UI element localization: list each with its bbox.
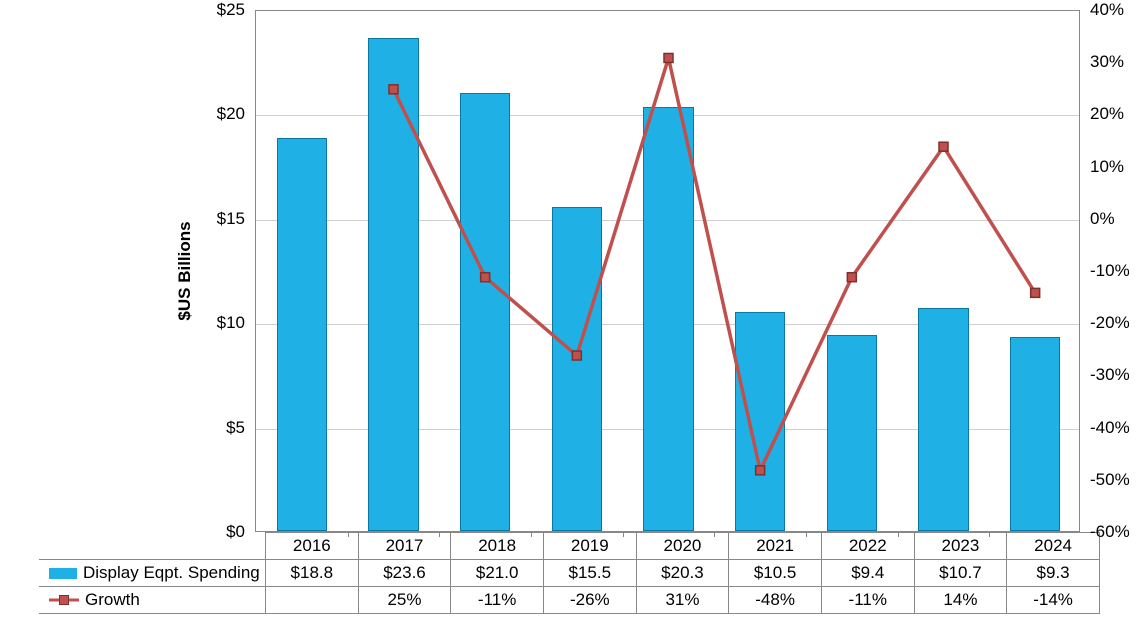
line-value-cell: 31%	[636, 587, 729, 614]
bar-value-cell: $9.3	[1007, 560, 1100, 587]
y-left-tick-label: $20	[217, 104, 245, 124]
bar-value-cell: $15.5	[543, 560, 636, 587]
legend-line-label: Growth	[85, 590, 140, 609]
line-value-cell: -48%	[729, 587, 822, 614]
line-value-cell: -11%	[451, 587, 544, 614]
category-label: 2016	[266, 533, 359, 560]
y-right-tick-label: 10%	[1090, 157, 1124, 177]
line-value-cell: -11%	[821, 587, 914, 614]
y-left-tick-label: $15	[217, 209, 245, 229]
y-left-tick-label: $5	[226, 418, 245, 438]
line-marker	[756, 466, 765, 475]
legend-line-swatch	[49, 594, 79, 606]
growth-line	[256, 11, 1081, 533]
line-value-cell: -14%	[1007, 587, 1100, 614]
line-marker	[939, 142, 948, 151]
category-label: 2021	[729, 533, 822, 560]
bar-value-cell: $21.0	[451, 560, 544, 587]
y-right-tick-label: 40%	[1090, 0, 1124, 20]
y-left-tick-label: $25	[217, 0, 245, 20]
y-right-tick-label: -60%	[1090, 522, 1130, 542]
bar-value-cell: $9.4	[821, 560, 914, 587]
legend-line-header: Growth	[39, 587, 266, 614]
y-right-tick-label: -50%	[1090, 470, 1130, 490]
y-left-tick-label: $0	[226, 522, 245, 542]
line-marker	[572, 351, 581, 360]
line-marker	[847, 273, 856, 282]
y-right-tick-label: -30%	[1090, 365, 1130, 385]
category-label: 2018	[451, 533, 544, 560]
plot-area	[255, 10, 1080, 532]
y-right-tick-label: 0%	[1090, 209, 1115, 229]
line-marker	[481, 273, 490, 282]
category-label: 2022	[821, 533, 914, 560]
bar-value-cell: $18.8	[266, 560, 359, 587]
line-marker	[1031, 288, 1040, 297]
line-marker	[664, 53, 673, 62]
y-left-tick-label: $10	[217, 313, 245, 333]
y-right-tick-label: -20%	[1090, 313, 1130, 333]
y-right-tick-label: -40%	[1090, 418, 1130, 438]
line-value-cell: -26%	[543, 587, 636, 614]
data-table: 201620172018201920202021202220232024Disp…	[39, 532, 1100, 614]
bar-value-cell: $10.7	[914, 560, 1007, 587]
bar-value-cell: $20.3	[636, 560, 729, 587]
y-right-tick-label: 30%	[1090, 52, 1124, 72]
bar-value-cell: $10.5	[729, 560, 822, 587]
line-marker	[389, 85, 398, 94]
table-row: Display Eqpt. Spending $18.8$23.6$21.0$15…	[39, 560, 1099, 587]
y-right-tick-label: -10%	[1090, 261, 1130, 281]
line-value-cell: 14%	[914, 587, 1007, 614]
legend-bars-label: Display Eqpt. Spending	[83, 563, 260, 582]
y-left-axis-title: $US Billions	[175, 221, 195, 320]
category-label: 2023	[914, 533, 1007, 560]
chart-container: $US Billions Growth 20162017201820192020…	[0, 0, 1147, 626]
legend-bar-swatch	[49, 568, 77, 579]
category-label: 2017	[358, 533, 451, 560]
line-value-cell	[266, 587, 359, 614]
bar-value-cell: $23.6	[358, 560, 451, 587]
legend-bars-header: Display Eqpt. Spending	[39, 560, 266, 587]
line-value-cell: 25%	[358, 587, 451, 614]
table-row: Growth25%-11%-26%31%-48%-11%14%-14%	[39, 587, 1099, 614]
category-label: 2024	[1007, 533, 1100, 560]
y-right-tick-label: 20%	[1090, 104, 1124, 124]
table-row: 201620172018201920202021202220232024	[39, 533, 1099, 560]
